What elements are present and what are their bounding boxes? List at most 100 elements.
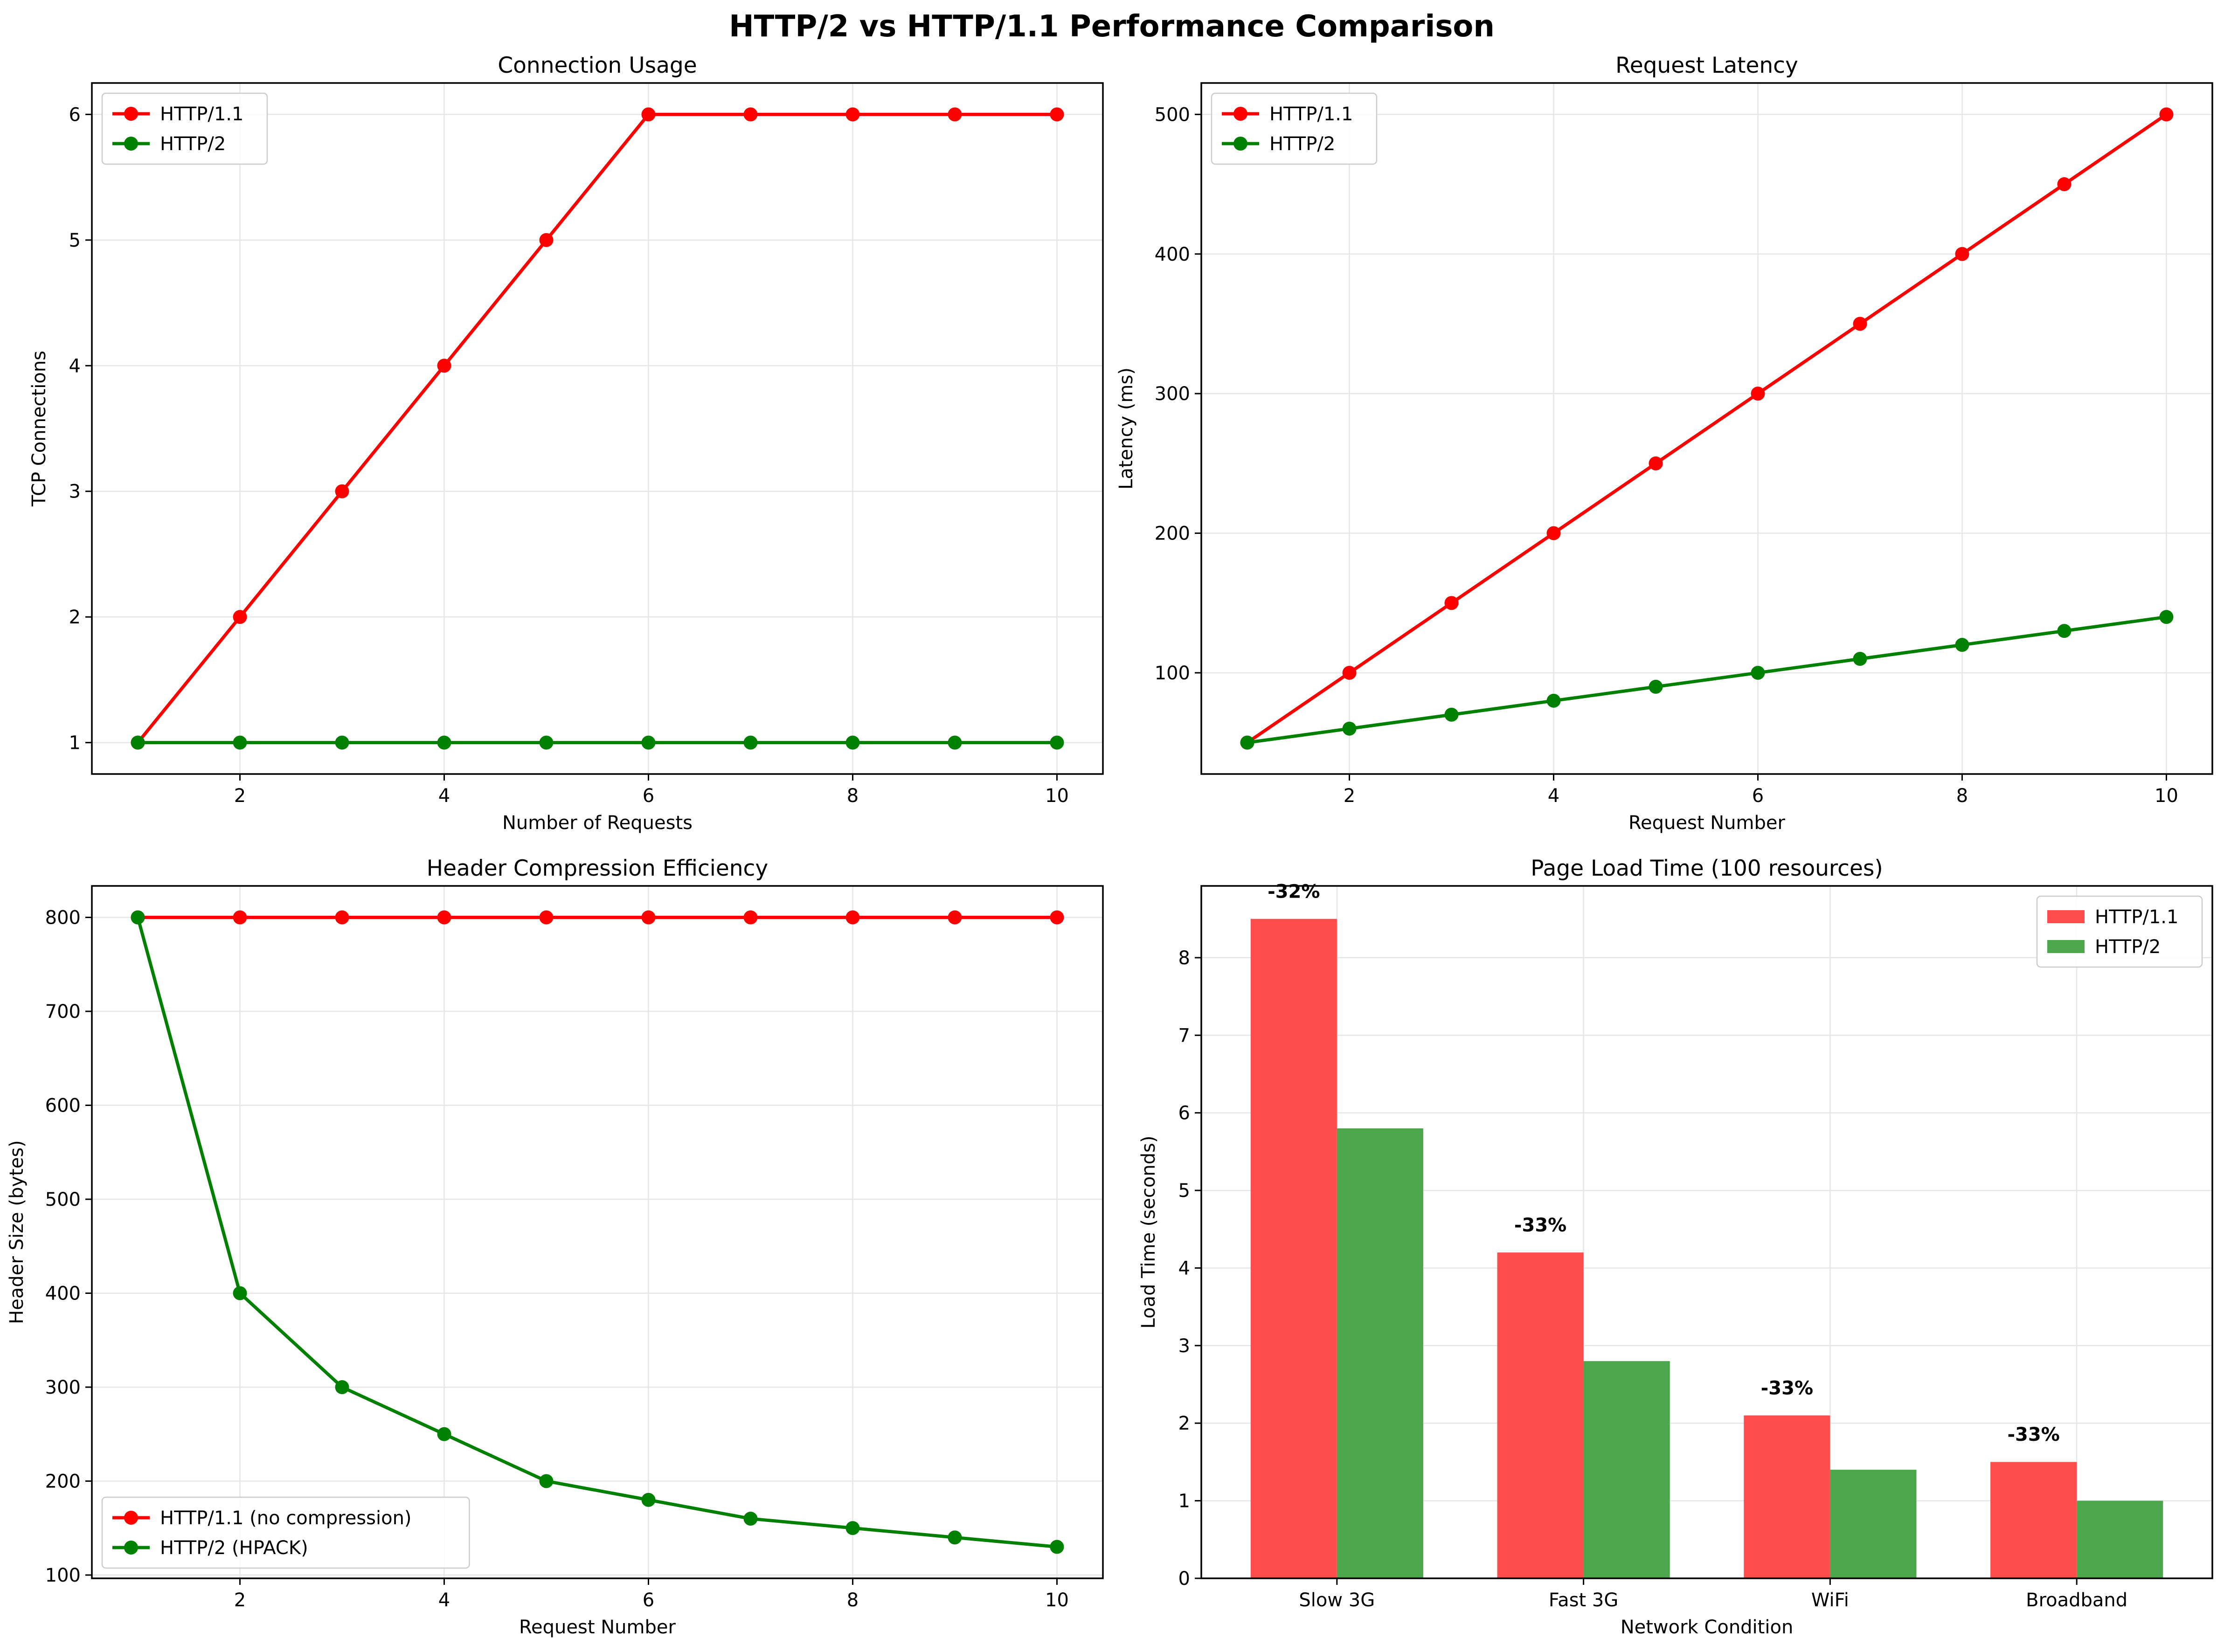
- data-point: [131, 910, 145, 925]
- x-axis-label: Network Condition: [1621, 1617, 1794, 1638]
- x-tick-label: 8: [847, 785, 859, 807]
- y-tick-label: 600: [45, 1095, 81, 1116]
- y-tick-label: 6: [1178, 1103, 1190, 1124]
- bar-http2: [1583, 1361, 1670, 1578]
- data-point: [948, 1530, 962, 1545]
- x-tick-label: Slow 3G: [1299, 1590, 1375, 1611]
- data-point: [1955, 247, 1969, 261]
- data-point: [641, 107, 656, 122]
- x-tick-label: 10: [1045, 785, 1069, 807]
- axes-frame: [91, 885, 1104, 1579]
- legend-marker: [124, 137, 138, 151]
- bar-annotation: -33%: [2007, 1424, 2059, 1445]
- legend-swatch: [2047, 940, 2085, 953]
- data-point: [233, 1286, 247, 1300]
- data-point: [1853, 652, 1867, 666]
- legend-label: HTTP/2 (HPACK): [160, 1537, 308, 1559]
- chart-title: Connection Usage: [498, 53, 697, 78]
- figure-title: HTTP/2 vs HTTP/1.1 Performance Compariso…: [729, 9, 1495, 44]
- bar-http2: [1337, 1128, 1423, 1578]
- data-point: [845, 107, 860, 122]
- data-point: [1342, 665, 1357, 680]
- data-point: [437, 910, 451, 925]
- series-line-http11: [136, 112, 1057, 744]
- y-tick-label: 2: [1178, 1413, 1190, 1434]
- series-line-http2: [1247, 615, 2167, 745]
- y-axis-label: Header Size (bytes): [6, 1140, 28, 1324]
- x-tick-label: 6: [643, 1590, 654, 1611]
- x-tick-label: 2: [234, 785, 246, 807]
- data-point: [437, 1427, 451, 1441]
- x-axis-label: Request Number: [519, 1617, 676, 1638]
- data-point: [131, 735, 145, 750]
- bar-annotation: -33%: [1514, 1215, 1566, 1236]
- data-point: [539, 233, 554, 247]
- bar-http11: [1990, 1462, 2077, 1578]
- data-point: [743, 1512, 758, 1526]
- legend-marker: [124, 107, 138, 121]
- y-tick-label: 4: [69, 355, 81, 377]
- y-axis-label: Latency (ms): [1115, 367, 1137, 490]
- x-tick-label: 8: [847, 1590, 859, 1611]
- chart-3: 2 4 6 8 10 100 200 300 400 500 600 700 800 Header Com…: [6, 856, 1104, 1638]
- legend: HTTP/1.1 (no compression) HTTP/2 (HPACK): [101, 1496, 470, 1569]
- data-point: [845, 735, 860, 750]
- data-point: [233, 910, 247, 925]
- data-point: [233, 735, 247, 750]
- legend-label: HTTP/2: [2095, 936, 2161, 958]
- legend-marker: [1233, 137, 1247, 151]
- chart-2: 2 4 6 8 10 100 200 300 400 500 Request Latency Requ…: [1115, 53, 2213, 834]
- data-point: [437, 735, 451, 750]
- y-tick-label: 300: [1155, 383, 1190, 405]
- legend-swatch: [2047, 910, 2085, 923]
- x-tick-label: 2: [234, 1590, 246, 1611]
- data-point: [641, 910, 656, 925]
- data-point: [335, 735, 349, 750]
- x-axis-label: Number of Requests: [502, 812, 693, 834]
- legend-label: HTTP/1.1 (no compression): [160, 1507, 412, 1529]
- data-point: [335, 1380, 349, 1394]
- legend-marker: [124, 1511, 138, 1525]
- legend-label: HTTP/1.1: [2095, 906, 2178, 928]
- legend: HTTP/1.1 HTTP/2: [2036, 895, 2203, 968]
- y-tick-label: 1: [69, 733, 81, 754]
- x-tick-label: WiFi: [1811, 1590, 1849, 1611]
- legend-label: HTTP/1.1: [160, 104, 243, 125]
- data-point: [1050, 1540, 1064, 1554]
- data-point: [1240, 735, 1254, 750]
- data-point: [743, 910, 758, 925]
- y-tick-label: 800: [45, 907, 81, 929]
- y-tick-label: 300: [45, 1377, 81, 1398]
- y-tick-label: 3: [1178, 1335, 1190, 1357]
- data-point: [2057, 177, 2072, 192]
- x-tick-label: 10: [2155, 785, 2178, 807]
- series-line-http11: [1246, 113, 2168, 744]
- bar-http11: [1744, 1415, 1830, 1578]
- data-point: [1649, 679, 1663, 694]
- y-tick-label: 8: [1178, 947, 1190, 969]
- data-point: [437, 359, 451, 373]
- data-point: [845, 1521, 860, 1535]
- data-point: [1546, 526, 1561, 540]
- x-tick-label: 6: [643, 785, 654, 807]
- data-point: [1444, 707, 1459, 722]
- legend-frame: [101, 92, 268, 165]
- bar-http2: [2077, 1500, 2163, 1578]
- legend-label: HTTP/2: [160, 133, 226, 155]
- data-point: [2159, 610, 2174, 624]
- x-axis-label: Request Number: [1628, 812, 1785, 834]
- x-tick-label: 4: [438, 1590, 450, 1611]
- legend: HTTP/1.1 HTTP/2: [101, 92, 268, 165]
- y-tick-label: 4: [1178, 1258, 1190, 1279]
- y-tick-label: 6: [69, 104, 81, 125]
- data-point: [1955, 638, 1969, 652]
- data-point: [233, 610, 247, 624]
- legend-marker: [1233, 107, 1247, 121]
- y-tick-label: 400: [45, 1283, 81, 1304]
- data-point: [948, 910, 962, 925]
- data-point: [948, 735, 962, 750]
- data-point: [845, 910, 860, 925]
- data-point: [641, 735, 656, 750]
- y-tick-label: 500: [45, 1189, 81, 1210]
